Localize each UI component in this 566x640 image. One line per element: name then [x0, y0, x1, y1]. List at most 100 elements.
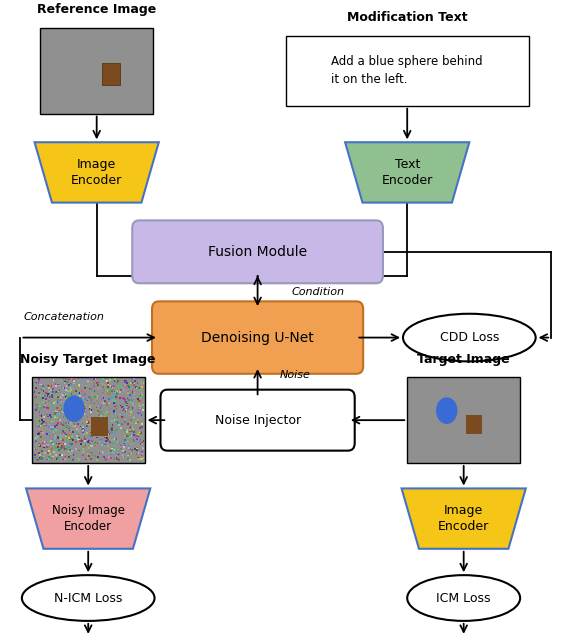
Bar	[38, 433, 40, 434]
Bar	[119, 413, 121, 415]
Bar	[58, 389, 59, 391]
Bar	[59, 399, 61, 401]
Bar	[68, 437, 70, 438]
Bar	[66, 395, 67, 397]
Bar	[38, 426, 40, 427]
Bar	[60, 412, 62, 414]
Bar	[119, 391, 121, 393]
Bar	[137, 457, 139, 458]
Bar	[112, 401, 113, 402]
Bar	[140, 458, 142, 460]
Bar	[62, 412, 63, 413]
Bar	[129, 459, 131, 461]
Bar	[104, 400, 106, 402]
Bar	[88, 408, 90, 410]
Bar	[114, 449, 115, 451]
Bar	[55, 402, 57, 403]
Bar	[84, 413, 85, 415]
Bar	[105, 433, 107, 435]
Bar	[36, 408, 37, 410]
Bar	[71, 444, 72, 445]
Bar	[93, 428, 95, 430]
Bar	[131, 394, 132, 395]
Bar	[141, 414, 143, 416]
Polygon shape	[35, 142, 159, 203]
Bar	[41, 458, 42, 460]
Bar	[35, 452, 37, 454]
Bar	[124, 399, 126, 401]
Bar	[61, 408, 62, 410]
Bar	[45, 442, 47, 443]
Bar	[36, 440, 37, 442]
Bar	[62, 412, 63, 413]
Bar	[70, 389, 72, 391]
Bar	[103, 456, 105, 458]
Bar	[92, 429, 94, 431]
Bar	[37, 422, 38, 424]
Bar	[127, 410, 129, 412]
Bar	[106, 411, 108, 413]
Bar	[84, 438, 86, 440]
Bar	[41, 423, 43, 425]
Bar	[65, 455, 66, 457]
Bar	[34, 455, 36, 456]
Bar	[66, 435, 67, 437]
Bar	[91, 420, 93, 421]
Bar	[112, 387, 113, 388]
Bar	[139, 406, 141, 407]
Bar	[133, 442, 135, 444]
Bar	[115, 403, 117, 404]
Bar	[63, 424, 65, 426]
Bar	[35, 396, 37, 397]
Bar	[96, 422, 97, 424]
Bar	[104, 444, 106, 445]
Bar	[50, 417, 52, 419]
Bar	[42, 424, 44, 426]
Bar	[91, 434, 93, 435]
Bar	[118, 458, 120, 460]
Bar	[62, 412, 63, 413]
Bar	[42, 457, 44, 458]
Bar	[79, 397, 80, 399]
Bar	[37, 459, 38, 461]
Bar	[124, 445, 126, 446]
Bar	[111, 390, 113, 392]
Bar	[84, 387, 86, 389]
Bar	[94, 423, 96, 425]
Bar	[83, 443, 85, 445]
Bar	[80, 405, 82, 407]
Bar	[93, 435, 95, 436]
Bar	[68, 434, 70, 436]
Bar	[83, 434, 85, 435]
Bar	[101, 426, 103, 428]
Bar	[113, 396, 115, 398]
Bar	[52, 397, 54, 399]
Bar	[52, 438, 53, 440]
Bar	[54, 383, 56, 385]
Bar	[87, 453, 88, 454]
Bar	[102, 426, 104, 427]
FancyBboxPatch shape	[466, 415, 482, 434]
Bar	[106, 404, 108, 406]
Bar	[48, 407, 49, 408]
Bar	[103, 452, 105, 454]
Bar	[115, 438, 117, 440]
Bar	[104, 413, 105, 415]
Bar	[55, 429, 57, 431]
Bar	[115, 396, 117, 397]
Bar	[96, 445, 98, 446]
Bar	[98, 452, 100, 454]
Bar	[72, 419, 74, 421]
Bar	[135, 432, 137, 434]
Bar	[88, 442, 90, 443]
Bar	[55, 385, 57, 387]
Bar	[114, 438, 115, 440]
Bar	[63, 433, 65, 435]
Bar	[132, 449, 134, 451]
Bar	[126, 413, 128, 415]
Bar	[61, 438, 62, 440]
Bar	[93, 428, 95, 430]
Bar	[76, 417, 78, 419]
Bar	[130, 419, 132, 420]
Bar	[61, 447, 62, 449]
